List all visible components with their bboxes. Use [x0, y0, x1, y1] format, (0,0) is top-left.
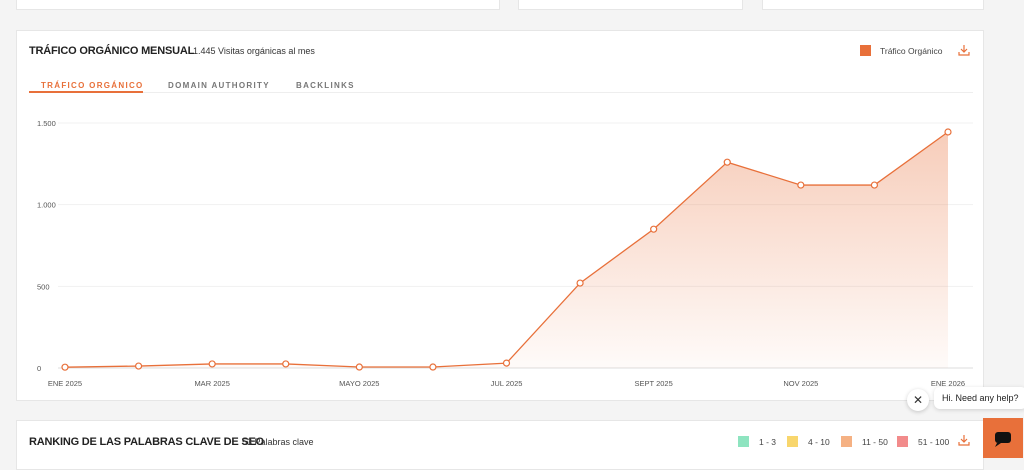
point [576, 279, 584, 287]
card-subtitle: 1.445 Visitas orgánicas al mes [193, 46, 315, 56]
area [65, 131, 948, 368]
legend-swatch [897, 436, 908, 447]
download-icon[interactable] [958, 434, 970, 446]
point [61, 363, 69, 371]
point [502, 359, 511, 367]
legend-label[interactable]: 1 - 3 [759, 437, 777, 447]
point [355, 363, 363, 371]
y-tick-label: 500 [37, 282, 50, 291]
legend-label[interactable]: 51 - 100 [918, 437, 950, 447]
tab-underline [29, 91, 143, 93]
x-tick-label: ENE 2025 [48, 379, 82, 388]
point [134, 362, 143, 370]
chat-button[interactable] [983, 418, 1023, 458]
point [723, 158, 731, 166]
y-tick-label: 1.000 [37, 201, 56, 210]
legend-swatch [841, 436, 852, 447]
point [208, 360, 216, 368]
ranking-subtitle: 53 Palabras clave [242, 437, 314, 447]
point [944, 128, 952, 136]
legend-swatch [787, 436, 798, 447]
x-tick-label: MAYO 2025 [339, 379, 379, 388]
x-tick-label: ENE 2026 [931, 379, 965, 388]
x-tick-label: SEPT 2025 [635, 379, 673, 388]
legend-swatch [860, 45, 871, 56]
x-tick-label: MAR 2025 [194, 379, 229, 388]
card [16, 0, 500, 10]
point [870, 181, 879, 189]
y-tick-label: 0 [37, 364, 41, 373]
tab[interactable]: DOMAIN AUTHORITY [168, 81, 270, 90]
legend-label[interactable]: Tráfico Orgánico [880, 46, 943, 56]
card [518, 0, 743, 10]
x-tick-label: JUL 2025 [491, 379, 523, 388]
point [797, 181, 805, 189]
tab[interactable]: BACKLINKS [296, 81, 355, 90]
point [429, 363, 437, 371]
card-title: TRÁFICO ORGÁNICO MENSUAL [29, 45, 195, 57]
tab-divider [29, 92, 973, 93]
point [650, 225, 658, 233]
card [762, 0, 984, 10]
download-icon[interactable] [958, 44, 970, 56]
legend-label[interactable]: 4 - 10 [808, 437, 830, 447]
legend-label[interactable]: 11 - 50 [862, 437, 888, 447]
x-tick-label: NOV 2025 [783, 379, 818, 388]
y-tick-label: 1.500 [37, 119, 56, 128]
tab-active[interactable]: TRÁFICO ORGÁNICO [41, 81, 144, 90]
point [282, 360, 290, 368]
chat-bubble: Hi. Need any help? [934, 387, 1024, 409]
legend-swatch [738, 436, 749, 447]
ranking-title: RANKING DE LAS PALABRAS CLAVE DE SEO [29, 436, 265, 448]
chat-close[interactable]: ✕ [907, 389, 929, 411]
